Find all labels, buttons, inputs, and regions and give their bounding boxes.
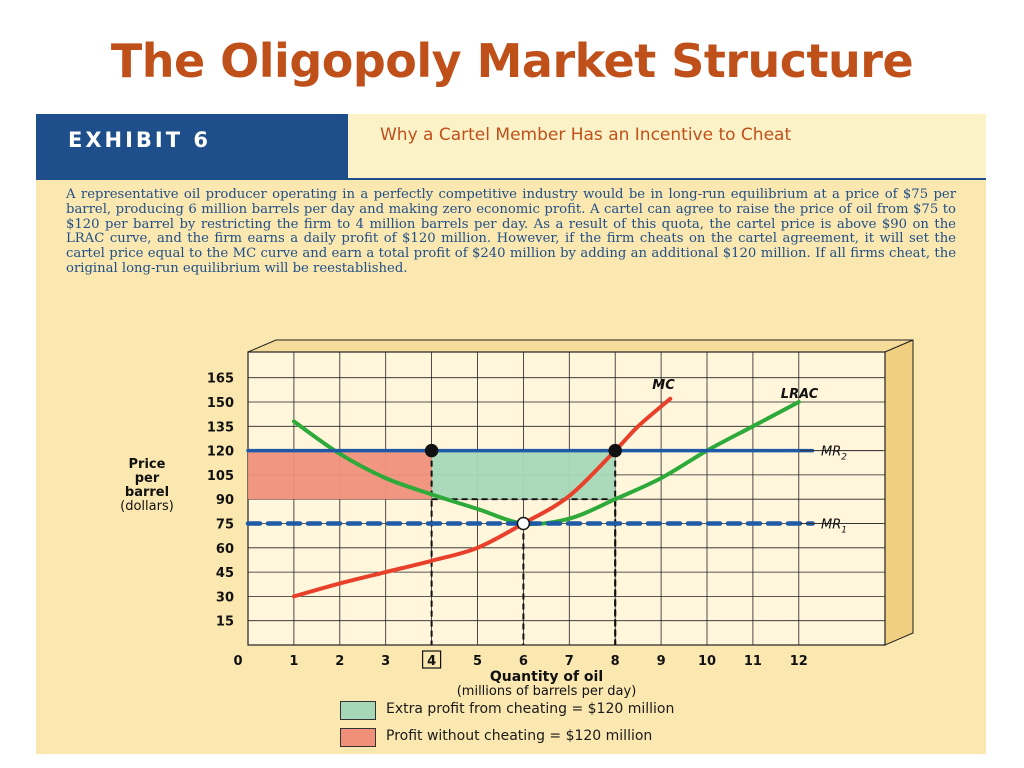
lrac-label: LRAC [781, 387, 819, 402]
x-tick-label: 6 [519, 654, 528, 669]
cartel-point [608, 443, 622, 458]
x-tick-label: 12 [790, 654, 808, 669]
y-tick-label: 150 [207, 396, 234, 411]
cartel-point [424, 443, 439, 458]
exhibit-label: EXHIBIT 6 [68, 128, 211, 152]
y-tick-label: 30 [216, 590, 234, 605]
y-axis-label-line: per [135, 471, 160, 486]
mr1-label: MR1 [821, 518, 847, 536]
header-divider [36, 178, 986, 180]
y-tick-label: 165 [207, 372, 234, 387]
plot-top-face [247, 339, 914, 353]
exhibit-subtitle-box: Why a Cartel Member Has an Incentive to … [348, 114, 986, 178]
y-tick-label: 15 [216, 615, 234, 630]
x-tick-label: 0 [233, 654, 242, 669]
x-tick-label: 3 [381, 654, 390, 669]
x-tick-label: 9 [657, 654, 666, 669]
slide-title: The Oligopoly Market Structure [110, 34, 914, 88]
x-tick-label: 4 [427, 654, 436, 669]
x-axis-label: Quantity of oil [490, 669, 603, 685]
y-tick-label: 135 [207, 420, 234, 435]
legend-swatch-extra-profit [340, 701, 376, 720]
equilibrium-point [516, 516, 531, 531]
y-tick-label: 90 [216, 493, 234, 508]
x-tick-label: 1 [289, 654, 298, 669]
x-tick-label: 7 [565, 654, 574, 669]
x-tick-label: 8 [611, 654, 620, 669]
x-tick-label: 10 [698, 654, 716, 669]
y-tick-label: 120 [207, 445, 234, 460]
x-tick-label: 2 [335, 654, 344, 669]
mr2-label: MR2 [821, 445, 847, 463]
legend-label-extra-profit: Extra profit from cheating = $120 millio… [386, 701, 675, 717]
legend-label-profit: Profit without cheating = $120 million [386, 728, 653, 744]
legend-swatch-profit [340, 728, 376, 747]
mc-label: MC [652, 378, 675, 393]
y-tick-label: 45 [216, 566, 234, 581]
profit-region [248, 450, 432, 500]
exhibit-caption: A representative oil producer operating … [66, 187, 956, 276]
y-tick-label: 105 [207, 469, 234, 484]
extra-profit-region [431, 450, 616, 500]
y-tick-label: 60 [216, 542, 234, 557]
y-axis-label-line: Price [129, 457, 166, 472]
exhibit-header: EXHIBIT 6 [36, 114, 348, 178]
exhibit-subtitle: Why a Cartel Member Has an Incentive to … [380, 125, 792, 145]
y-tick-label: 75 [216, 518, 234, 533]
x-tick-label: 5 [473, 654, 482, 669]
x-tick-highlight-box [422, 650, 442, 669]
mc-curve [291, 396, 673, 599]
y-axis-label-line: (dollars) [120, 499, 174, 514]
plot-side-face [884, 339, 914, 646]
y-axis-label-line: barrel [125, 485, 169, 500]
x-axis-sublabel: (millions of barrels per day) [457, 684, 637, 699]
x-tick-label: 11 [744, 654, 762, 669]
